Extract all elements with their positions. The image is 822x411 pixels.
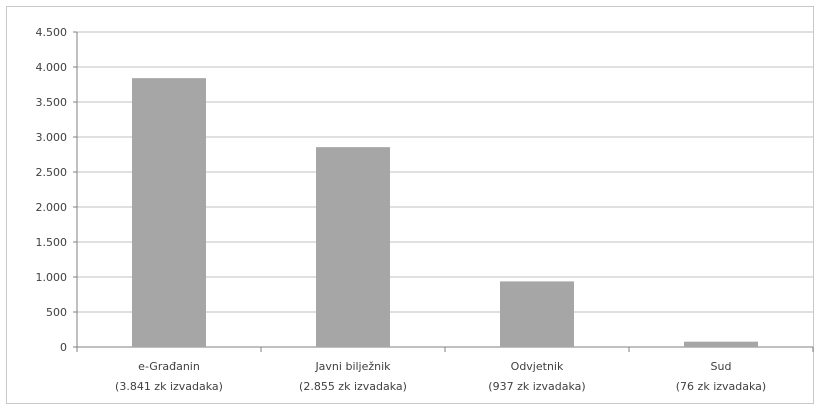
x-category-sublabel-1: (2.855 zk izvadaka)	[299, 380, 407, 393]
x-category-sublabel-0: (3.841 zk izvadaka)	[115, 380, 223, 393]
x-category-label-2: Odvjetnik	[511, 360, 564, 373]
bar-0	[132, 78, 206, 347]
y-tick-label-6: 3.000	[36, 131, 68, 144]
y-tick-label-5: 2.500	[36, 166, 68, 179]
y-tick-label-1: 500	[46, 306, 67, 319]
y-tick-label-7: 3.500	[36, 96, 68, 109]
y-tick-label-8: 4.000	[36, 61, 68, 74]
bar-2	[500, 281, 574, 347]
x-category-label-3: Sud	[711, 360, 732, 373]
y-tick-label-4: 2.000	[36, 201, 68, 214]
y-tick-label-3: 1.500	[36, 236, 68, 249]
y-tick-label-0: 0	[60, 341, 67, 354]
y-tick-label-2: 1.000	[36, 271, 68, 284]
bar-1	[316, 147, 390, 347]
bar-3	[684, 341, 758, 347]
x-category-label-0: e-Građanin	[138, 360, 200, 373]
x-category-sublabel-2: (937 zk izvadaka)	[488, 380, 585, 393]
x-category-sublabel-3: (76 zk izvadaka)	[676, 380, 766, 393]
y-tick-label-9: 4.500	[36, 26, 68, 39]
x-category-label-1: Javni bilježnik	[314, 360, 391, 373]
